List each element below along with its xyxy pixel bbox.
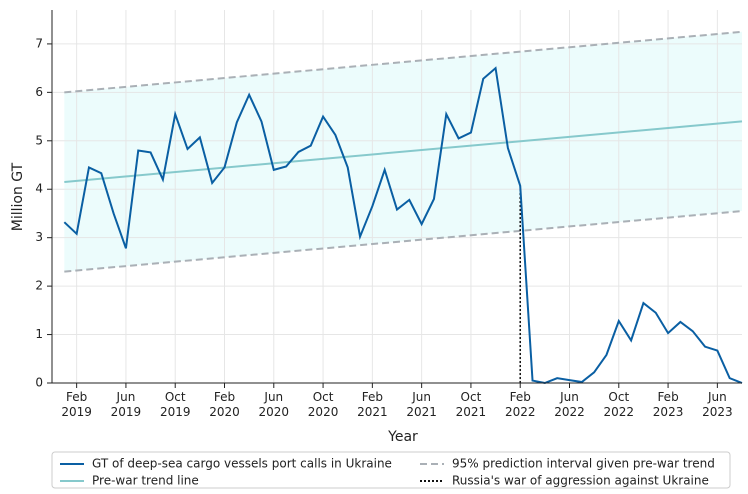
series-line <box>63 66 743 385</box>
series-line <box>64 30 743 94</box>
y-tick-label: 5 <box>35 133 43 147</box>
x-tick-label: Oct 2021 <box>456 390 487 419</box>
legend-label: 95% prediction interval given pre-war tr… <box>452 457 715 471</box>
y-tick-label: 3 <box>35 230 43 244</box>
series-line <box>64 120 743 183</box>
x-tick-label: Jun 2020 <box>259 390 290 419</box>
legend-label: GT of deep-sea cargo vessels port calls … <box>92 457 392 471</box>
y-tick-label: 0 <box>35 376 43 390</box>
y-tick-label: 6 <box>35 85 43 99</box>
y-tick-label: 7 <box>35 36 43 50</box>
series-line <box>64 210 743 273</box>
legend-label: Pre-war trend line <box>92 474 199 488</box>
x-tick-label: Feb 2020 <box>209 390 240 419</box>
x-tick-label: Feb 2023 <box>653 390 684 419</box>
x-tick-label: Oct 2020 <box>308 390 339 419</box>
x-tick-label: Jun 2022 <box>554 390 585 419</box>
y-tick-label: 1 <box>35 327 43 341</box>
x-tick-label: Oct 2022 <box>604 390 635 419</box>
y-tick-label: 2 <box>35 279 43 293</box>
x-tick-label: Jun 2021 <box>406 390 437 419</box>
y-axis-label: Million GT <box>10 162 26 231</box>
x-tick-label: Oct 2019 <box>160 390 191 419</box>
y-tick-label: 4 <box>35 182 43 196</box>
x-tick-label: Jun 2019 <box>111 390 142 419</box>
legend-label: Russia's war of aggression against Ukrai… <box>452 474 709 488</box>
legend-box <box>51 451 731 489</box>
x-tick-label: Feb 2021 <box>357 390 388 419</box>
x-tick-label: Feb 2019 <box>61 390 92 419</box>
x-tick-label: Jun 2023 <box>702 390 733 419</box>
x-axis-label: Year <box>387 429 418 445</box>
x-tick-label: Feb 2022 <box>505 390 536 419</box>
